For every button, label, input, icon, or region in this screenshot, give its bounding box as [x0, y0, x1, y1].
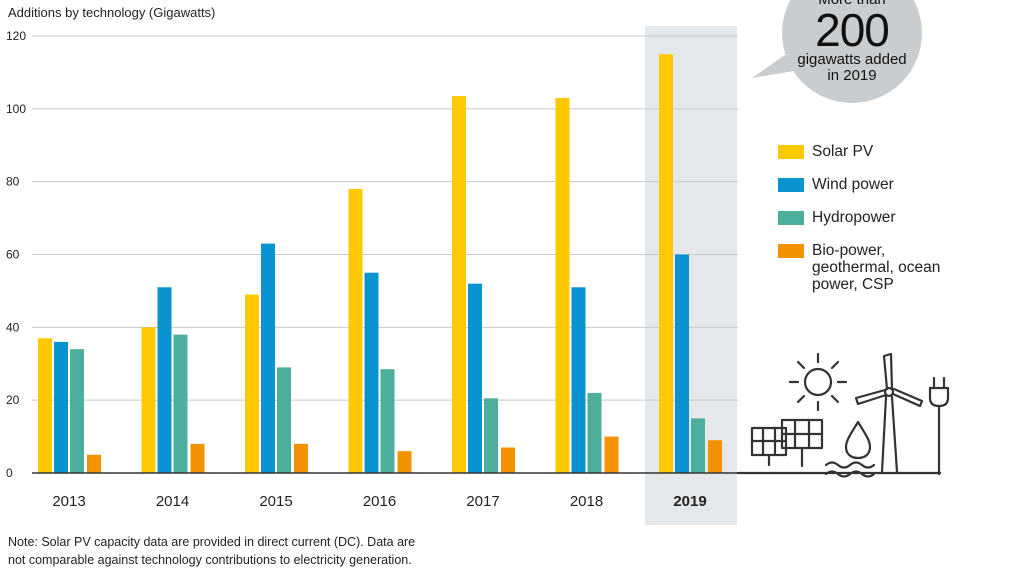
y-tick-label: 20 [6, 393, 20, 407]
bar [659, 54, 673, 473]
x-tick-label: 2019 [673, 493, 706, 510]
footnote-line1: Note: Solar PV capacity data are provide… [8, 535, 416, 549]
bar [277, 367, 291, 473]
legend-label-hydro: Hydropower [812, 209, 896, 226]
callout-bubble [782, 0, 922, 103]
y-tick-label: 100 [6, 102, 26, 116]
callout-line2: gigawatts added [797, 51, 907, 68]
x-tick-label: 2018 [570, 493, 603, 510]
legend-swatch-wind [778, 178, 804, 192]
legend-item-other: Bio-power, geothermal, ocean power, CSP [778, 242, 942, 293]
bar [452, 96, 466, 474]
bar [87, 454, 101, 473]
footnote-line2: not comparable against technology contri… [8, 553, 412, 567]
x-tick-label: 2016 [363, 493, 396, 510]
y-tick-label: 40 [6, 320, 20, 334]
bar [261, 243, 275, 473]
x-tick-label: 2015 [259, 493, 292, 510]
legend: Solar PV Wind power Hydropower Bio-power… [778, 143, 942, 293]
footnote: Note: Solar PV capacity data are provide… [8, 533, 415, 569]
x-tick-label: 2014 [156, 493, 189, 510]
legend-label-wind: Wind power [812, 176, 894, 193]
bar [348, 188, 363, 473]
y-tick-label: 80 [6, 175, 20, 189]
legend-label-other: Bio-power, geothermal, ocean power, CSP [812, 242, 941, 293]
legend-swatch-other [778, 244, 804, 258]
bar [484, 398, 498, 473]
sun-icon [788, 352, 848, 412]
bar [708, 440, 722, 473]
bar [70, 349, 84, 473]
legend-label-solar: Solar PV [812, 143, 874, 160]
bar [691, 418, 705, 473]
callout-number: 200 [815, 4, 890, 56]
bar [245, 294, 259, 473]
callout-text: More than 200 gigawatts added in 2019 [782, 0, 922, 84]
water-drop-icon [824, 420, 876, 478]
bar [555, 97, 570, 474]
x-tick-label: 2013 [52, 493, 85, 510]
legend-swatch-hydro [778, 211, 804, 225]
bar [571, 287, 586, 473]
y-axis-title: Additions by technology (Gigawatts) [8, 5, 216, 20]
bar [675, 254, 689, 473]
callout-line3: in 2019 [827, 67, 877, 84]
wind-turbine-icon [854, 352, 924, 474]
bar [364, 272, 379, 473]
y-tick-label: 60 [6, 248, 20, 262]
callout-line1: More than [782, 0, 922, 8]
legend-item-solar: Solar PV [778, 143, 942, 160]
bar [141, 327, 156, 473]
y-tick-label: 120 [6, 29, 26, 43]
legend-item-wind: Wind power [778, 176, 942, 193]
bar [38, 338, 52, 473]
bar [468, 283, 482, 473]
legend-swatch-solar [778, 145, 804, 159]
y-tick-label: 0 [6, 466, 13, 480]
bar [397, 451, 412, 473]
bar [587, 392, 602, 473]
power-plug-icon [928, 376, 950, 476]
bar [173, 334, 188, 473]
bar [157, 287, 172, 473]
solar-panel-icon [750, 418, 824, 468]
bar [294, 443, 308, 473]
bar [190, 443, 205, 473]
legend-item-hydro: Hydropower [778, 209, 942, 226]
x-tick-label: 2017 [466, 493, 499, 510]
bar [54, 341, 68, 473]
bar [380, 369, 395, 473]
bar [501, 447, 515, 473]
bar [604, 436, 619, 473]
